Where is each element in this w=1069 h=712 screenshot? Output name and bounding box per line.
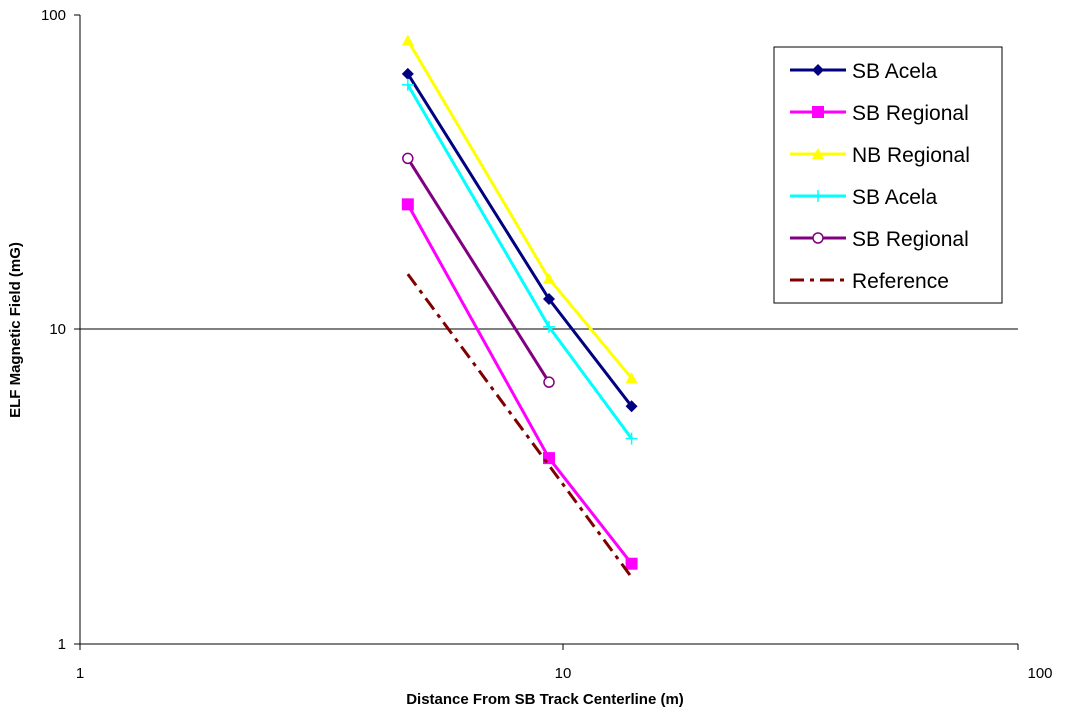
legend-label-2: SB Regional [852,102,969,125]
legend-item-6: Reference [790,270,949,293]
legend-marker-3 [812,148,824,159]
legend-label-5: SB Regional [852,228,969,251]
series-2-point-3 [625,557,638,570]
y-axis-title: ELF Magnetic Field (mG) [7,242,24,418]
y-tick-label-1: 1 [58,636,66,653]
series-2 [401,198,638,570]
x-tick-label-100: 100 [1027,665,1052,682]
x-axis-title: Distance From SB Track Centerline (m) [406,691,684,708]
series-4 [401,78,638,445]
series-1 [401,67,638,413]
series-5-line [406,157,551,383]
series-4-point-1 [401,78,414,91]
legend-label-6: Reference [852,270,949,293]
series-5 [402,152,555,388]
legend-item-1: SB Acela [790,60,938,83]
y-tick-label-10: 10 [49,321,66,338]
legend-marker-5 [812,232,824,244]
series-2-point-1 [401,198,414,211]
series-3-point-1 [401,34,414,46]
series-5-point-1 [402,152,414,165]
series-layer [401,34,638,579]
series-1-point-3 [625,400,638,413]
legend-item-5: SB Regional [790,228,969,251]
legend-marker-4 [812,190,824,202]
series-4-point-2 [543,320,555,333]
legend-item-3: NB Regional [790,144,970,167]
legend: SB Acela SB Regional NB Regional SB Acela SB… [773,46,1003,304]
y-tick-labels: 100 10 1 [41,7,66,653]
series-3-point-3 [625,372,638,384]
legend-items: SB Acela SB Regional NB Regional SB Acela SB… [790,60,970,293]
series-6 [406,273,633,579]
legend-item-2: SB Regional [790,102,969,125]
series-6-line [406,273,633,579]
legend-label-3: NB Regional [852,144,970,167]
x-tick-label-1: 1 [76,665,84,682]
series-5-point-2 [543,376,555,388]
series-3 [401,34,638,384]
series-1-point-2 [543,293,555,306]
series-1-point-1 [401,67,414,80]
x-tick-label-10: 10 [555,665,572,682]
series-1-line [406,73,633,408]
legend-marker-2 [812,106,824,118]
legend-label-1: SB Acela [852,60,938,83]
y-tick-label-100: 100 [41,7,66,24]
series-4-point-3 [625,432,638,445]
x-tick-labels: 1 10 100 [76,665,1053,682]
series-2-line [406,203,633,565]
legend-label-4: SB Acela [852,186,938,209]
legend-box [773,46,1003,304]
series-2-point-2 [543,452,555,465]
legend-marker-1 [812,64,824,76]
series-3-point-2 [543,272,555,284]
legend-item-4: SB Acela [790,186,938,209]
